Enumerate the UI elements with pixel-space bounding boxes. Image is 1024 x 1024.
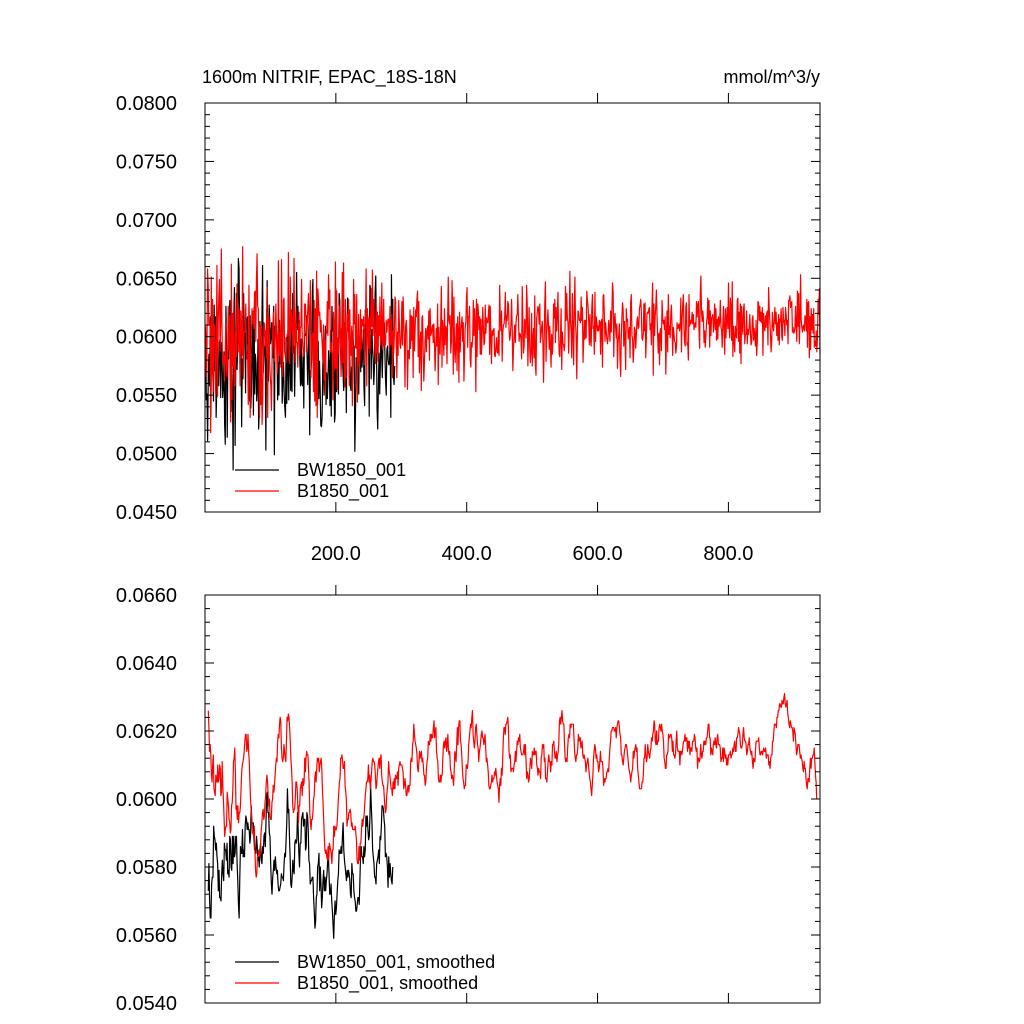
top-y-tick-label: 0.0750: [116, 151, 177, 173]
bottom-y-tick-label: 0.0540: [116, 993, 177, 1015]
top-x-tick-label: 400.0: [442, 543, 492, 565]
bottom-y-tick-label: 0.0660: [116, 585, 177, 607]
top-x-tick-label: 200.0: [311, 543, 361, 565]
top-y-tick-label: 0.0550: [116, 385, 177, 407]
top-panel-units: mmol/m^3/y: [724, 67, 820, 87]
bottom-y-tick-label: 0.0580: [116, 857, 177, 879]
top-y-tick-label: 0.0600: [116, 327, 177, 349]
top-y-tick-label: 0.0700: [116, 210, 177, 232]
bottom-y-tick-label: 0.0600: [116, 789, 177, 811]
top-panel-title: 1600m NITRIF, EPAC_18S-18N: [202, 67, 457, 88]
bottom-series-bw1850-line: [207, 784, 394, 940]
top-y-tick-label: 0.0650: [116, 268, 177, 290]
bottom-legend-label: B1850_001, smoothed: [297, 973, 478, 994]
bottom-panel: 0.0540 0.0560 0.0580 0.0600 0.0620 0.0640 0.06…: [116, 585, 821, 1015]
top-series-bw1850-line: [205, 257, 396, 471]
top-y-tick-label: 0.0800: [116, 93, 177, 115]
top-y-tick-label: 0.0450: [116, 502, 177, 524]
top-x-tick-label: 600.0: [573, 543, 623, 565]
bottom-legend-label: BW1850_001, smoothed: [297, 952, 495, 973]
top-legend-label: B1850_001: [297, 481, 389, 502]
top-panel: 1600m NITRIF, EPAC_18S-18N mmol/m^3/y 0.…: [116, 67, 821, 565]
top-plot-frame: [204, 102, 821, 513]
bottom-series-b1850-line: [207, 692, 818, 878]
bottom-y-tick-label: 0.0640: [116, 653, 177, 675]
top-x-tick-label: 800.0: [703, 543, 753, 565]
top-y-tick-label: 0.0500: [116, 444, 177, 466]
bottom-y-tick-label: 0.0620: [116, 721, 177, 743]
top-series-b1850-line: [205, 246, 821, 434]
top-legend-label: BW1850_001: [297, 460, 406, 481]
bottom-y-tick-label: 0.0560: [116, 925, 177, 947]
